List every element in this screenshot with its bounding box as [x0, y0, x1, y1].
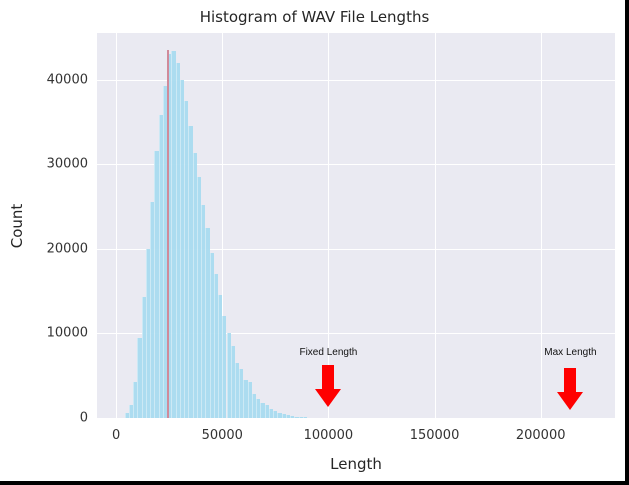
histogram-bar — [175, 62, 180, 418]
histogram-bar — [281, 414, 286, 418]
arrow-down-icon — [557, 368, 584, 414]
histogram-bar — [264, 405, 269, 418]
histogram-bar — [268, 408, 274, 418]
histogram-bar — [273, 411, 278, 418]
x-tick-label: 0 — [111, 428, 121, 443]
histogram-bar — [188, 126, 193, 418]
histogram-bar — [290, 416, 295, 418]
x-gridline — [116, 33, 118, 418]
histogram-bar — [133, 381, 138, 418]
histogram-bar — [179, 80, 185, 418]
histogram-bar — [247, 382, 252, 418]
histogram-bar — [137, 337, 142, 418]
histogram-bar — [302, 417, 308, 418]
x-tick-label: 150000 — [409, 428, 460, 443]
histogram-bar — [298, 417, 303, 418]
histogram-bar — [234, 363, 240, 418]
x-tick-label: 100000 — [303, 428, 354, 443]
histogram-bar — [124, 412, 129, 418]
histogram-bar — [192, 153, 197, 418]
histogram-bar — [150, 202, 155, 418]
y-tick-label: 10000 — [46, 325, 88, 341]
histogram-bar — [128, 405, 134, 418]
y-tick-label: 0 — [79, 410, 88, 426]
x-axis-label: Length — [330, 455, 382, 473]
histogram-bar — [230, 346, 235, 418]
histogram-bar — [256, 399, 261, 418]
histogram-bar — [171, 50, 176, 418]
histogram-bar — [260, 402, 265, 418]
y-tick-label: 40000 — [46, 72, 88, 88]
histogram-bar — [277, 412, 282, 418]
histogram-bar — [158, 115, 163, 418]
y-gridline — [97, 79, 615, 81]
histogram-bar — [251, 394, 257, 418]
histogram-bar — [145, 248, 151, 418]
y-tick-label: 20000 — [46, 241, 88, 257]
x-gridline — [540, 33, 542, 418]
y-gridline — [97, 248, 615, 250]
histogram-bar — [218, 295, 223, 418]
max-length-label: Max Length — [544, 347, 597, 358]
histogram-bar — [294, 416, 299, 418]
x-gridline — [434, 33, 436, 418]
histogram-bar — [222, 316, 227, 418]
histogram-bar — [226, 333, 231, 418]
histogram-bar — [154, 151, 159, 418]
chart-title: Histogram of WAV File Lengths — [199, 8, 430, 26]
histogram-bar — [162, 86, 168, 418]
x-tick-label: 50000 — [201, 428, 243, 443]
y-gridline — [97, 333, 615, 335]
x-tick-label: 200000 — [515, 428, 566, 443]
x-gridline — [328, 33, 330, 418]
histogram-bar — [141, 297, 146, 418]
x-gridline — [222, 33, 224, 418]
histogram-bar — [213, 274, 218, 418]
histogram-bar — [243, 379, 248, 418]
histogram-bar — [209, 253, 214, 418]
histogram-bar — [239, 368, 244, 418]
histogram-bar — [285, 415, 291, 418]
median-line — [167, 50, 170, 418]
y-tick-label: 30000 — [46, 156, 88, 172]
y-axis-label: Count — [8, 203, 26, 249]
arrow-down-icon — [315, 365, 342, 411]
histogram-bar — [201, 204, 206, 418]
histogram-bar — [196, 176, 201, 418]
fixed-length-label: Fixed Length — [299, 347, 358, 358]
histogram-bar — [205, 227, 210, 418]
histogram-bar — [184, 100, 189, 418]
y-gridline — [97, 164, 615, 166]
plot-area — [97, 33, 615, 418]
